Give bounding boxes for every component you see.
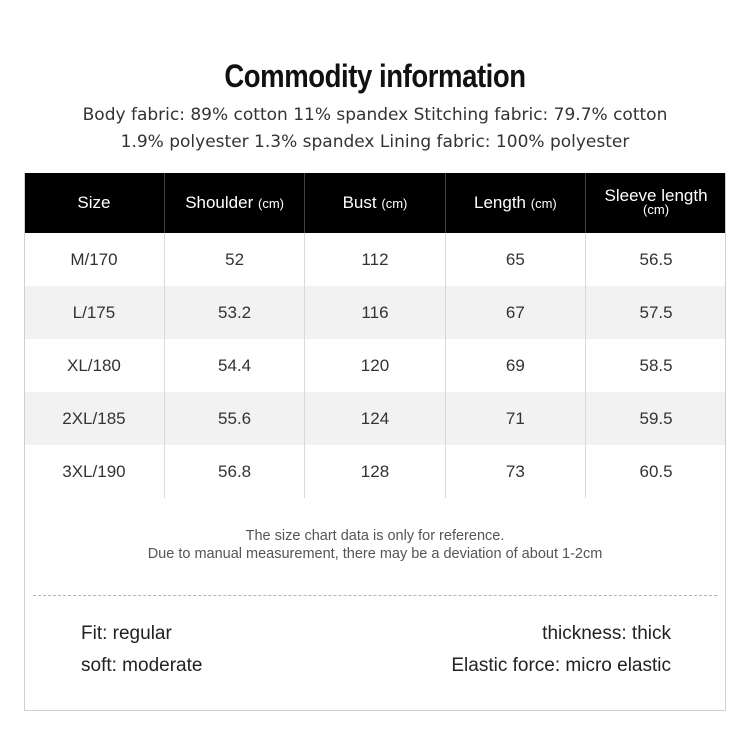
header-label: Length xyxy=(474,193,526,212)
table-cell-length: 67 xyxy=(444,286,586,339)
header-label: Sleeve length xyxy=(604,186,708,205)
page-title: Commodity information xyxy=(224,58,526,94)
table-cell-shoulder: 54.4 xyxy=(163,339,305,392)
dotted-divider xyxy=(33,595,717,596)
header-unit: (cm) xyxy=(530,196,557,211)
table-row: 3XL/190 56.8 128 73 60.5 xyxy=(24,445,726,498)
header-unit: (cm) xyxy=(257,196,284,211)
table-cell-size: M/170 xyxy=(24,233,165,286)
table-cell-length: 65 xyxy=(444,233,586,286)
table-cell-sleeve: 56.5 xyxy=(585,233,726,286)
header-unit: (cm) xyxy=(643,202,670,217)
size-table: Size Shoulder (cm) Bust (cm) Length (cm)… xyxy=(24,173,726,498)
table-cell-bust: 120 xyxy=(304,339,446,392)
table-cell-size: XL/180 xyxy=(24,339,165,392)
table-cell-bust: 112 xyxy=(304,233,446,286)
table-cell-bust: 124 xyxy=(304,392,446,445)
table-row: L/175 53.2 116 67 57.5 xyxy=(24,286,726,339)
table-cell-shoulder: 56.8 xyxy=(163,445,305,498)
table-cell-sleeve: 58.5 xyxy=(585,339,726,392)
table-row: XL/180 54.4 120 69 58.5 xyxy=(24,339,726,392)
header-label: Shoulder xyxy=(185,193,254,212)
header-label: Bust xyxy=(342,193,377,212)
fit-attribute: Fit: regular xyxy=(81,623,172,644)
table-cell-size: 2XL/185 xyxy=(24,392,165,445)
table-row: M/170 52 112 65 56.5 xyxy=(24,233,726,286)
table-cell-shoulder: 52 xyxy=(163,233,305,286)
header-label: Size xyxy=(77,193,111,212)
table-cell-sleeve: 57.5 xyxy=(585,286,726,339)
table-cell-shoulder: 53.2 xyxy=(163,286,305,339)
table-cell-length: 73 xyxy=(444,445,586,498)
table-cell-length: 71 xyxy=(444,392,586,445)
info-box: The size chart data is only for referenc… xyxy=(24,503,726,711)
table-cell-sleeve: 60.5 xyxy=(585,445,726,498)
header-bust: Bust (cm) xyxy=(304,173,446,233)
header-unit: (cm) xyxy=(381,196,408,211)
table-row: 2XL/185 55.6 124 71 59.5 xyxy=(24,392,726,445)
table-cell-length: 69 xyxy=(444,339,586,392)
table-cell-size: 3XL/190 xyxy=(24,445,165,498)
fabric-line-1: Body fabric: 89% cotton 11% spandex Stit… xyxy=(82,105,668,125)
fabric-line-2: 1.9% polyester 1.3% spandex Lining fabri… xyxy=(120,132,630,152)
header-length: Length (cm) xyxy=(444,173,586,233)
header-shoulder: Shoulder (cm) xyxy=(163,173,305,233)
table-header-row: Size Shoulder (cm) Bust (cm) Length (cm)… xyxy=(24,173,726,233)
table-cell-shoulder: 55.6 xyxy=(163,392,305,445)
elastic-attribute: Elastic force: micro elastic xyxy=(451,655,671,676)
header-sleeve-length: Sleeve length (cm) xyxy=(585,173,726,233)
softness-attribute: soft: moderate xyxy=(81,655,203,676)
table-cell-bust: 128 xyxy=(304,445,446,498)
table-cell-sleeve: 59.5 xyxy=(585,392,726,445)
reference-note: The size chart data is only for referenc… xyxy=(245,528,505,544)
header-size: Size xyxy=(24,173,165,233)
deviation-note: Due to manual measurement, there may be … xyxy=(147,546,603,562)
thickness-attribute: thickness: thick xyxy=(542,623,671,644)
table-cell-size: L/175 xyxy=(24,286,165,339)
table-cell-bust: 116 xyxy=(304,286,446,339)
